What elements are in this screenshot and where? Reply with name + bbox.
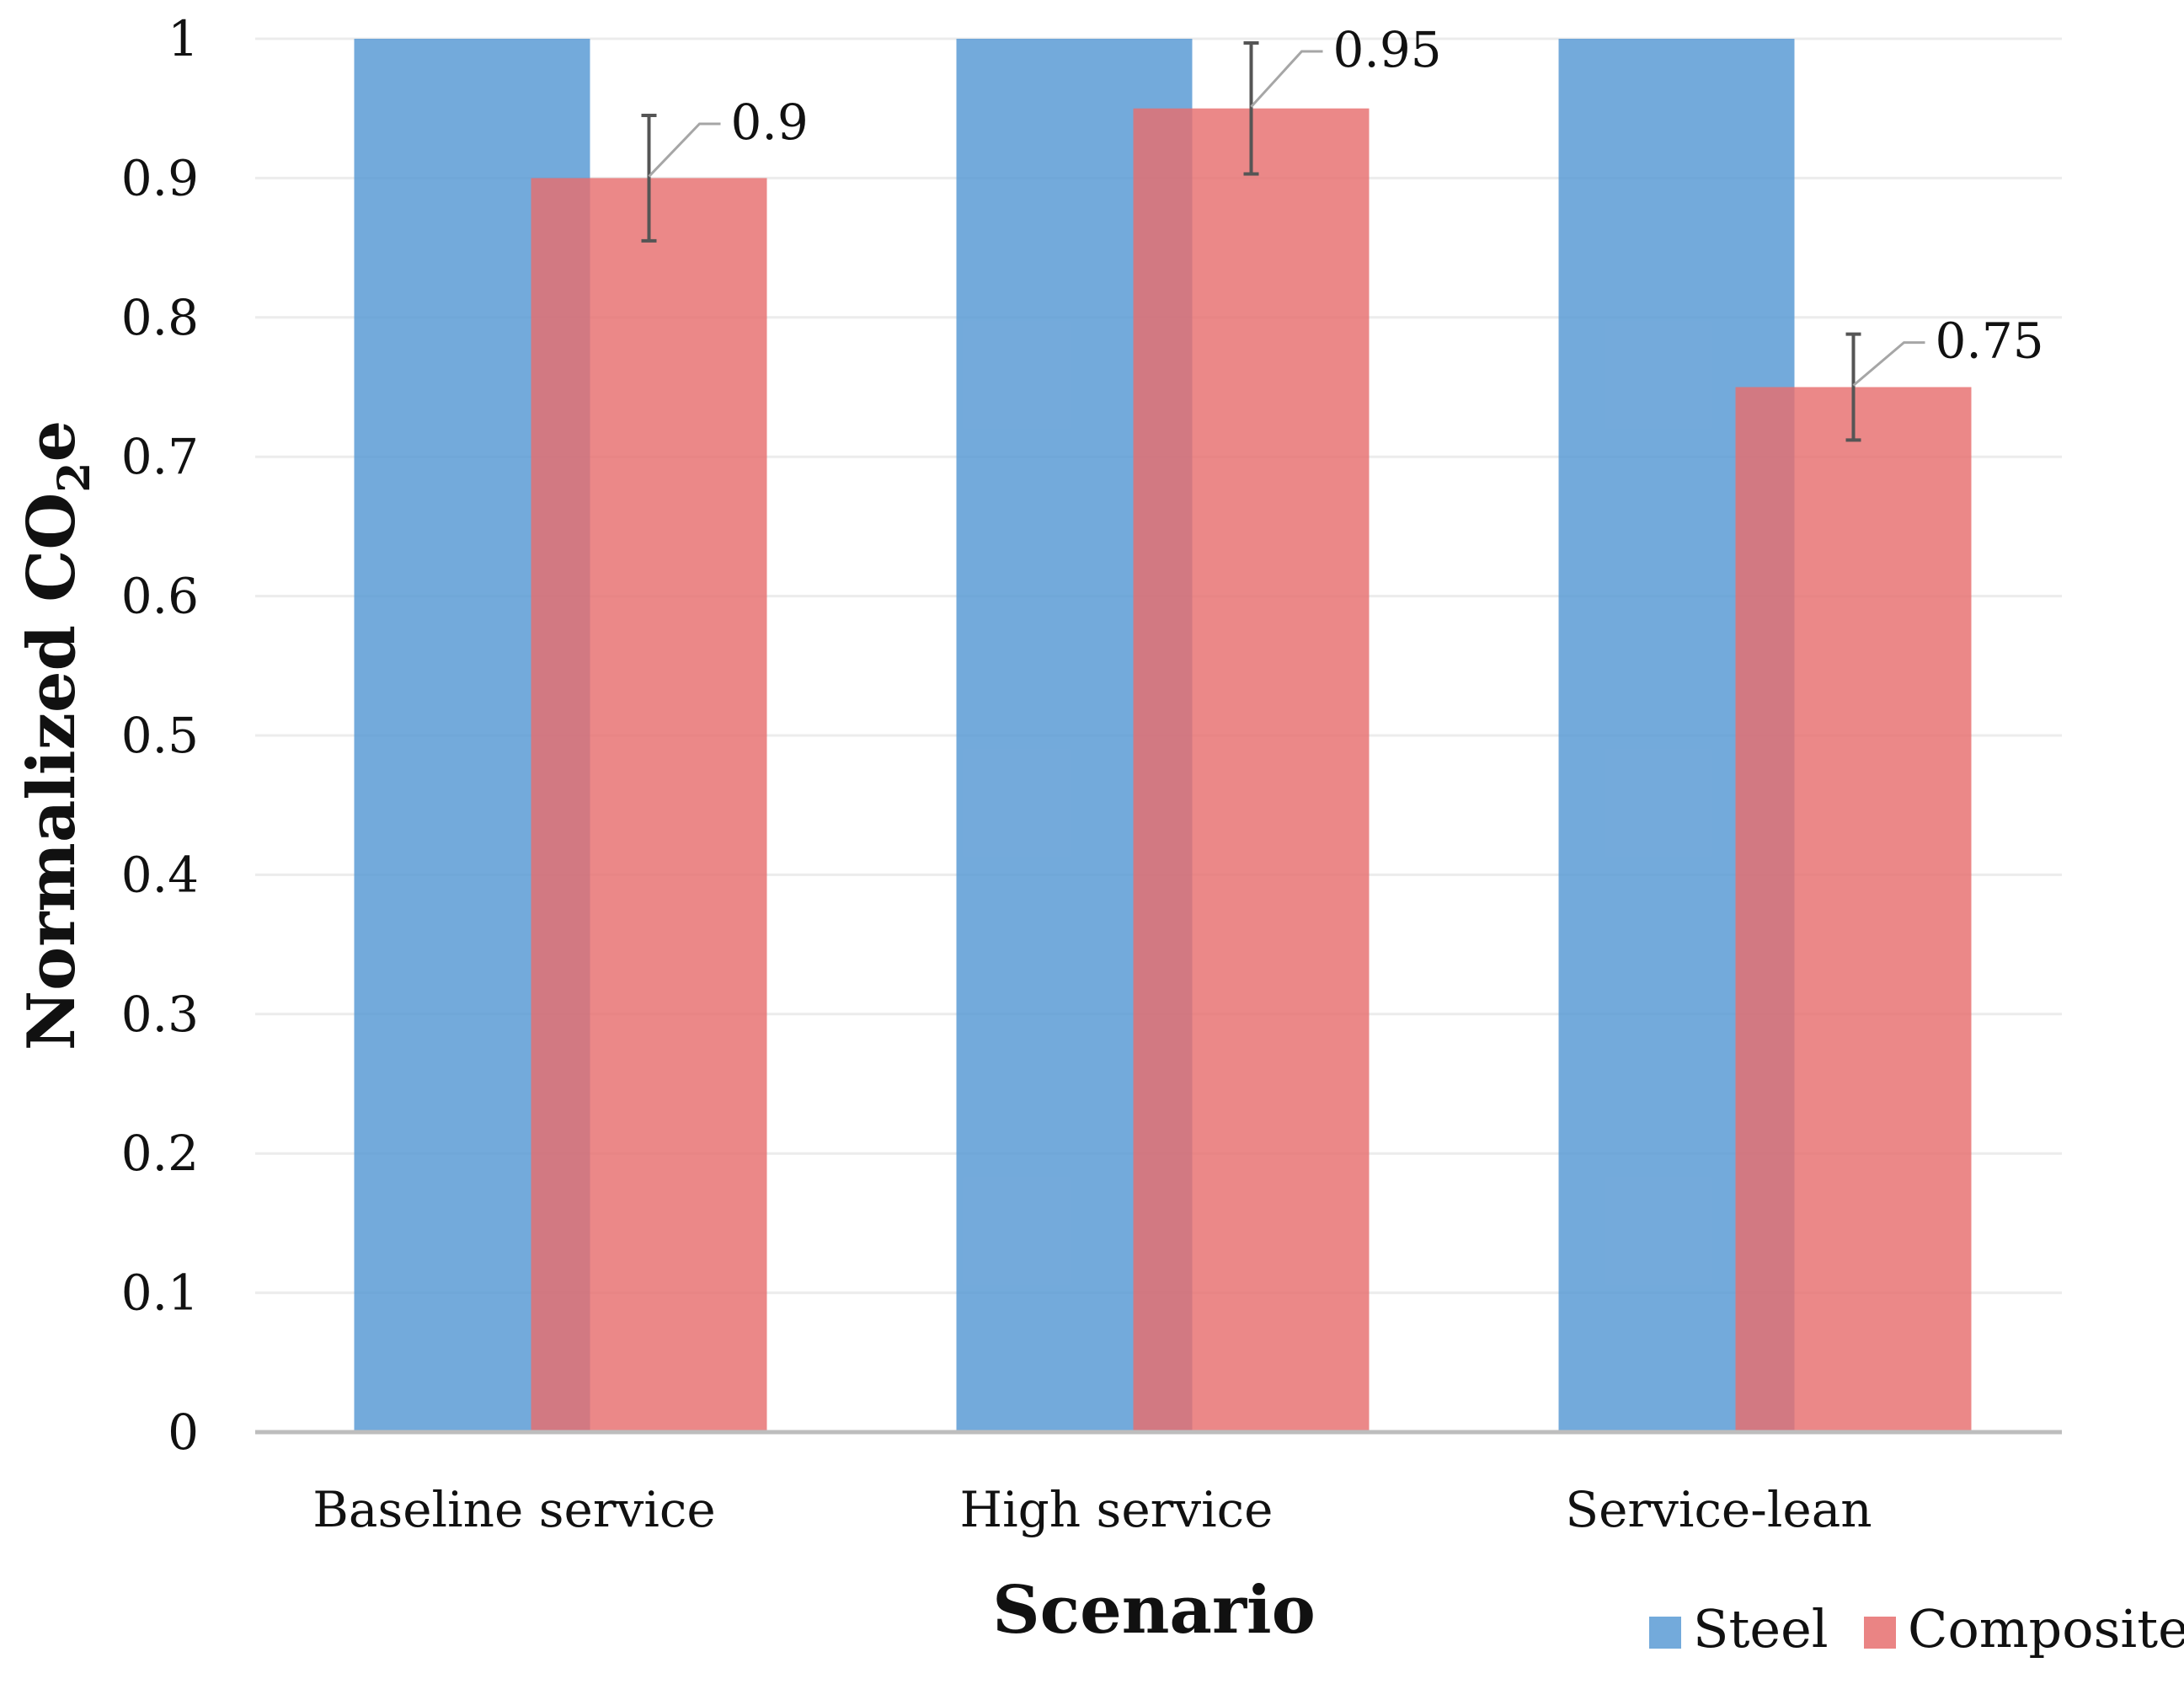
y-tick-label: 0.8 bbox=[121, 289, 199, 346]
category-labels: Baseline service High service Service-lean bbox=[312, 1481, 1872, 1538]
y-tick-label: 0.5 bbox=[121, 707, 199, 764]
bar-composite bbox=[531, 178, 767, 1432]
y-axis-title-subscript: 2 bbox=[49, 462, 100, 493]
x-axis-title: Scenario bbox=[992, 1572, 1315, 1649]
y-tick-label: 0.6 bbox=[121, 568, 199, 625]
y-tick-label: 0.2 bbox=[121, 1125, 199, 1182]
y-tick-label: 0.9 bbox=[121, 149, 199, 206]
legend: Steel Composite bbox=[1649, 1598, 2184, 1660]
y-tick-label: 0.7 bbox=[121, 428, 199, 485]
y-axis-title-main: Normalized CO bbox=[13, 493, 90, 1050]
data-labels: 0.9 0.95 0.75 bbox=[648, 21, 2044, 387]
bars bbox=[354, 39, 1972, 1433]
x-category-label: Baseline service bbox=[312, 1481, 715, 1538]
x-category-label: High service bbox=[960, 1481, 1274, 1538]
y-tick-label: 0 bbox=[168, 1403, 199, 1461]
error-bars bbox=[641, 40, 1861, 442]
bar-composite bbox=[1133, 108, 1370, 1433]
legend-swatch bbox=[1649, 1617, 1681, 1649]
y-axis-title-tail: e bbox=[13, 420, 90, 462]
legend-swatch bbox=[1864, 1617, 1896, 1649]
legend-label: Composite bbox=[1908, 1598, 2184, 1660]
y-tick-label: 0.3 bbox=[121, 986, 199, 1043]
data-label: 0.9 bbox=[731, 94, 809, 151]
legend-label: Steel bbox=[1693, 1598, 1829, 1660]
data-label: 0.75 bbox=[1936, 313, 2044, 370]
y-axis-title: Normalized CO2e bbox=[13, 420, 100, 1050]
x-category-label: Service-lean bbox=[1565, 1481, 1872, 1538]
y-tick-label: 0.4 bbox=[121, 846, 199, 903]
y-tick-label: 1 bbox=[168, 10, 199, 67]
data-label-leader bbox=[1852, 341, 1925, 387]
y-tick-label: 0.1 bbox=[121, 1264, 199, 1322]
data-label: 0.95 bbox=[1333, 21, 1442, 78]
y-tick-labels: 0 0.1 0.2 0.3 0.4 0.5 0.6 0.7 0.8 0.9 1 bbox=[121, 10, 199, 1461]
data-label-leader bbox=[1250, 50, 1323, 108]
bar-composite bbox=[1735, 387, 1972, 1432]
data-label-leader bbox=[648, 122, 721, 178]
